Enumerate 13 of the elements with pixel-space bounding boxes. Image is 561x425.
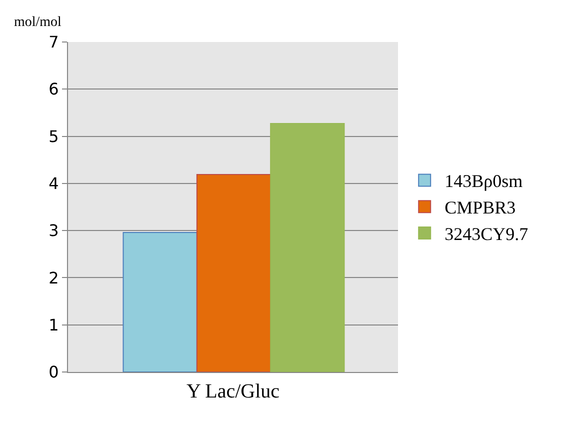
legend-label: 143Bρ0sm [444, 171, 523, 192]
y-tick-label: 0 [48, 362, 59, 382]
legend-label: CMPBR3 [444, 198, 516, 218]
x-axis-title: Y Lac/Gluc [186, 380, 280, 403]
y-tick-label: 3 [48, 221, 59, 240]
y-tick-label: 2 [48, 268, 59, 288]
y-tick-label: 4 [48, 174, 59, 194]
y-tick-label: 6 [48, 80, 59, 99]
y-tick-label: 7 [48, 32, 59, 52]
y-tick-label: 1 [48, 315, 59, 334]
y-axis-title: mol/mol [14, 15, 62, 30]
y-tick-label: 5 [48, 126, 59, 146]
legend-label: 3243CY9.7 [444, 224, 528, 244]
